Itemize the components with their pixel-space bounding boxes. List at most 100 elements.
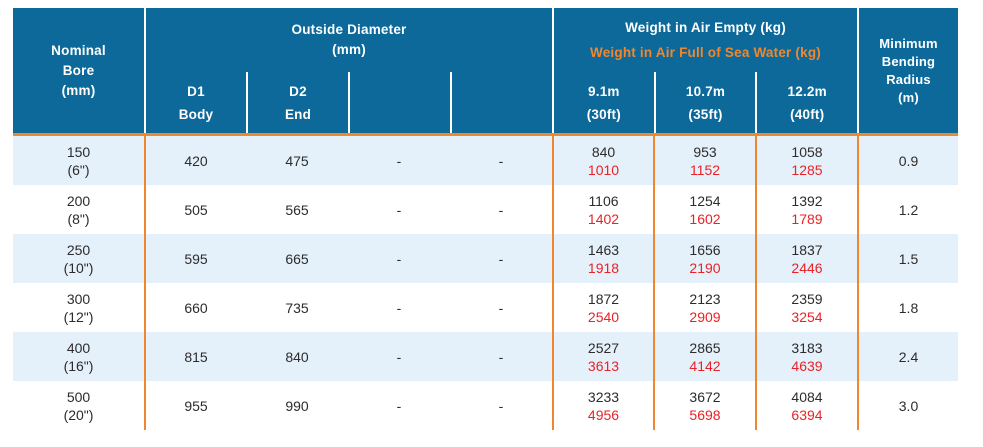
weight-full-value: 1285: [791, 161, 823, 178]
cell-weight-10-7m: 1254 1602: [653, 185, 755, 234]
cell-blank-1: -: [396, 250, 402, 267]
weight-empty-value: 3233: [587, 388, 620, 405]
cell-nominal-bore: 150 (6"): [66, 143, 91, 178]
cell-d1-body: 955: [144, 381, 246, 430]
weight-empty-value: 1058: [791, 143, 823, 160]
cell-d2-end: 565: [285, 201, 309, 218]
cell-weight-10-7m: 953 1152: [653, 136, 755, 185]
subcol-12-2m-sublabel: (40ft): [790, 106, 825, 122]
cell-blank-2: -: [498, 201, 504, 218]
weight-full-value: 4142: [689, 357, 721, 374]
cell-min-bending-radius: 0.9: [857, 136, 958, 185]
weight-empty-value: 2359: [791, 290, 823, 307]
cell-weight-12-2m: 3183 4639: [755, 332, 857, 381]
cell-weight-9-1m: 1106 1402: [552, 185, 653, 234]
cell-weight-12-2m: 1392 1789: [755, 185, 857, 234]
weight-empty-value: 840: [591, 143, 616, 160]
header-outside-diameter-line1: Outside Diameter: [291, 22, 407, 37]
cell-weight-12-2m: 4084 6394: [755, 381, 857, 430]
weight-full-value: 2446: [791, 259, 823, 276]
cell-weight-12-2m: 2359 3254: [755, 283, 857, 332]
weight-full-value: 6394: [791, 406, 823, 423]
cell-blank-1: -: [396, 397, 402, 414]
subcol-9-1m-label: 9.1m: [588, 83, 620, 99]
weight-full-value: 2909: [689, 308, 721, 325]
weight-empty-value: 1837: [791, 241, 823, 258]
cell-weight-9-1m: 1463 1918: [552, 234, 653, 283]
cell-min-bending-radius: 2.4: [857, 332, 958, 381]
weight-full-value: 1789: [791, 210, 823, 227]
weight-empty-value: 1656: [689, 241, 721, 258]
weight-empty-value: 2123: [689, 290, 721, 307]
table-header: Nominal Bore (mm) Outside Diameter (mm) …: [13, 8, 958, 133]
cell-blank-2: -: [498, 348, 504, 365]
cell-blank-2: -: [498, 152, 504, 169]
table-body: 150 (6") 420 475 - - 840 1010 953 1152 1…: [13, 136, 958, 430]
weight-empty-value: 1463: [587, 241, 620, 258]
weight-empty-value: 2865: [689, 339, 721, 356]
table-row: 400 (16") 815 840 - - 2527 3613 2865 414…: [13, 332, 958, 381]
weight-empty-value: 3183: [791, 339, 823, 356]
cell-blank-1: -: [396, 152, 402, 169]
weight-empty-value: 1254: [689, 192, 721, 209]
weight-full-value: 1152: [689, 161, 721, 178]
header-divider: [13, 133, 958, 136]
weight-empty-value: 1392: [791, 192, 823, 209]
table-row: 300 (12") 660 735 - - 1872 2540 2123 290…: [13, 283, 958, 332]
cell-d1-body: 815: [144, 332, 246, 381]
subcol-10-7m-label: 10.7m: [685, 83, 726, 99]
cell-blank-1: -: [396, 201, 402, 218]
weight-full-value: 2190: [689, 259, 721, 276]
subcol-d2-label: D2: [289, 83, 307, 99]
weight-empty-value: 3672: [689, 388, 721, 405]
weight-full-value: 4956: [587, 406, 620, 423]
weight-empty-value: 953: [693, 143, 717, 160]
header-subcol-9-1m: 9.1m (30ft): [554, 72, 654, 133]
header-subcol-d2: D2 End: [246, 72, 348, 133]
header-weight-empty-label: Weight in Air Empty (kg): [625, 20, 786, 35]
cell-nominal-bore: 400 (16"): [63, 339, 94, 374]
subcol-10-7m-sublabel: (35ft): [688, 106, 723, 122]
cell-weight-12-2m: 1837 2446: [755, 234, 857, 283]
cell-d2-end: 990: [285, 397, 309, 414]
header-weight-title: Weight in Air Empty (kg) Weight in Air F…: [554, 8, 857, 72]
table-row: 150 (6") 420 475 - - 840 1010 953 1152 1…: [13, 136, 958, 185]
weight-empty-value: 1106: [588, 192, 619, 209]
weight-full-value: 2540: [587, 308, 620, 325]
header-outside-diameter-subrow: D1 Body D2 End: [146, 72, 552, 133]
subcol-d1-sublabel: Body: [178, 106, 214, 122]
header-subcol-blank-2: [450, 72, 552, 133]
cell-d1-body: 660: [144, 283, 246, 332]
cell-d2-end: 735: [285, 299, 309, 316]
cell-blank-1: -: [396, 348, 402, 365]
header-weight-subrow: 9.1m (30ft) 10.7m (35ft) 12.2m (40ft): [554, 72, 857, 133]
weight-full-value: 4639: [791, 357, 823, 374]
header-group-weight: Weight in Air Empty (kg) Weight in Air F…: [552, 8, 857, 133]
header-nominal-bore: Nominal Bore (mm): [51, 42, 106, 98]
cell-d2-end: 840: [285, 348, 309, 365]
subcol-12-2m-label: 12.2m: [787, 83, 827, 99]
cell-nominal-bore: 200 (8"): [66, 192, 91, 227]
cell-nominal-bore: 500 (20"): [63, 388, 94, 423]
cell-blank-2: -: [498, 299, 504, 316]
cell-weight-10-7m: 1656 2190: [653, 234, 755, 283]
weight-full-value: 5698: [689, 406, 721, 423]
cell-d1-body: 420: [144, 136, 246, 185]
cell-d2-end: 665: [285, 250, 309, 267]
cell-blank-2: -: [498, 397, 504, 414]
cell-weight-12-2m: 1058 1285: [755, 136, 857, 185]
weight-full-value: 1010: [587, 161, 620, 178]
cell-nominal-bore: 300 (12"): [63, 290, 94, 325]
cell-min-bending-radius: 1.8: [857, 283, 958, 332]
weight-full-value: 1402: [587, 210, 620, 227]
header-subcol-d1: D1 Body: [146, 72, 246, 133]
cell-weight-10-7m: 2123 2909: [653, 283, 755, 332]
cell-weight-9-1m: 3233 4956: [552, 381, 653, 430]
cell-d1-body: 505: [144, 185, 246, 234]
weight-full-value: 3613: [587, 357, 620, 374]
cell-weight-9-1m: 1872 2540: [552, 283, 653, 332]
cell-weight-10-7m: 2865 4142: [653, 332, 755, 381]
header-outside-diameter-line2: (mm): [332, 42, 366, 57]
header-weight-full-label: Weight in Air Full of Sea Water (kg): [590, 45, 821, 60]
weight-full-value: 1602: [689, 210, 721, 227]
